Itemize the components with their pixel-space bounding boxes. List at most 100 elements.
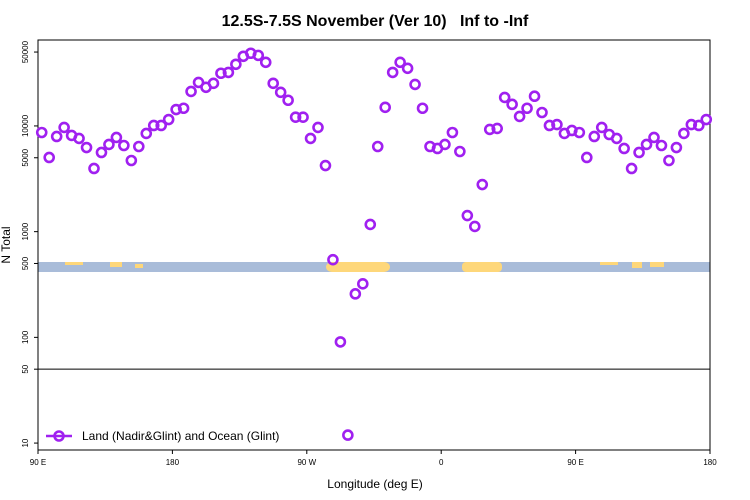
x-tick-label: 90 E xyxy=(567,458,583,467)
data-point xyxy=(394,56,406,69)
data-point xyxy=(371,140,384,153)
y-tick-label: 10000 xyxy=(21,114,30,137)
x-tick-label: 180 xyxy=(166,458,180,467)
data-point xyxy=(58,121,70,134)
data-point xyxy=(454,145,466,158)
data-point xyxy=(528,90,541,103)
data-point xyxy=(147,119,160,132)
data-point xyxy=(409,78,421,91)
data-point xyxy=(252,49,265,62)
data-point xyxy=(297,111,309,123)
data-point xyxy=(521,102,533,115)
y-tick-label: 10 xyxy=(21,438,30,447)
land-patch xyxy=(65,262,83,265)
land-patch xyxy=(326,262,390,272)
data-point xyxy=(483,123,496,136)
data-point xyxy=(692,119,705,132)
data-point xyxy=(386,66,399,79)
data-point xyxy=(170,103,182,116)
data-point xyxy=(536,106,548,119)
data-point xyxy=(282,94,294,107)
data-point xyxy=(110,131,123,144)
data-point xyxy=(118,139,130,152)
x-tick-label: 90 W xyxy=(297,458,316,467)
data-point xyxy=(595,121,608,134)
y-axis-label: N Total xyxy=(0,226,13,263)
data-point xyxy=(543,119,556,132)
data-point xyxy=(513,110,526,123)
y-tick-label: 1000 xyxy=(21,222,30,240)
data-point xyxy=(304,132,317,145)
data-point xyxy=(670,141,683,154)
data-point xyxy=(207,77,220,90)
data-point xyxy=(327,253,339,266)
y-tick-label: 100 xyxy=(21,330,30,344)
data-point xyxy=(222,66,235,79)
data-point xyxy=(43,151,56,164)
data-point xyxy=(446,126,459,139)
data-point xyxy=(498,91,511,104)
data-point xyxy=(133,140,145,153)
legend-marker xyxy=(53,430,65,442)
data-point xyxy=(35,126,48,139)
y-tick-label: 500 xyxy=(21,256,30,270)
data-point xyxy=(349,288,362,300)
data-point xyxy=(588,130,601,143)
data-point xyxy=(103,138,115,151)
data-point xyxy=(155,119,167,132)
data-point xyxy=(73,132,85,145)
x-tick-label: 180 xyxy=(703,458,717,467)
data-point xyxy=(618,142,630,155)
data-point xyxy=(140,127,153,140)
data-point xyxy=(379,101,392,114)
data-point xyxy=(640,138,653,151)
data-point xyxy=(50,130,63,143)
data-point xyxy=(476,178,489,191)
land-patch xyxy=(600,262,618,265)
data-point xyxy=(685,118,698,131)
map-strip xyxy=(38,262,710,272)
y-tick-label: 5000 xyxy=(21,148,30,166)
data-point xyxy=(439,138,451,151)
data-point xyxy=(177,102,190,115)
chart-title: 12.5S-7.5S November (Ver 10) Inf to -Inf xyxy=(222,13,529,30)
data-point xyxy=(80,141,93,154)
plot-frame xyxy=(37,39,711,451)
y-tick-label: 50000 xyxy=(21,40,30,63)
data-point xyxy=(162,113,175,126)
data-point xyxy=(125,154,138,167)
data-point xyxy=(319,159,332,172)
data-point xyxy=(185,85,197,98)
data-point xyxy=(267,77,280,90)
data-point xyxy=(416,102,429,115)
land-patch xyxy=(462,262,502,272)
x-tick-label: 90 E xyxy=(30,458,46,467)
data-point xyxy=(401,62,414,75)
data-point xyxy=(506,98,518,111)
land-patch xyxy=(110,262,122,267)
data-point xyxy=(700,113,713,126)
data-point xyxy=(610,132,623,145)
data-point xyxy=(461,209,474,222)
data-point xyxy=(580,151,593,164)
data-point xyxy=(356,278,369,290)
land-patch xyxy=(632,262,642,268)
data-point xyxy=(468,220,481,233)
data-point xyxy=(364,218,377,231)
data-point xyxy=(655,139,668,152)
data-point xyxy=(663,154,675,167)
data-point xyxy=(551,118,563,131)
data-point xyxy=(342,429,354,441)
data-point xyxy=(633,146,645,159)
data-point xyxy=(334,336,347,348)
data-point xyxy=(289,111,302,123)
land-patch xyxy=(135,264,143,268)
x-tick-label: 0 xyxy=(439,458,444,467)
data-point xyxy=(230,58,242,71)
data-point xyxy=(274,86,287,99)
y-tick-label: 50 xyxy=(21,364,30,373)
data-point xyxy=(95,146,108,159)
data-point xyxy=(491,122,504,135)
data-point xyxy=(259,56,272,69)
